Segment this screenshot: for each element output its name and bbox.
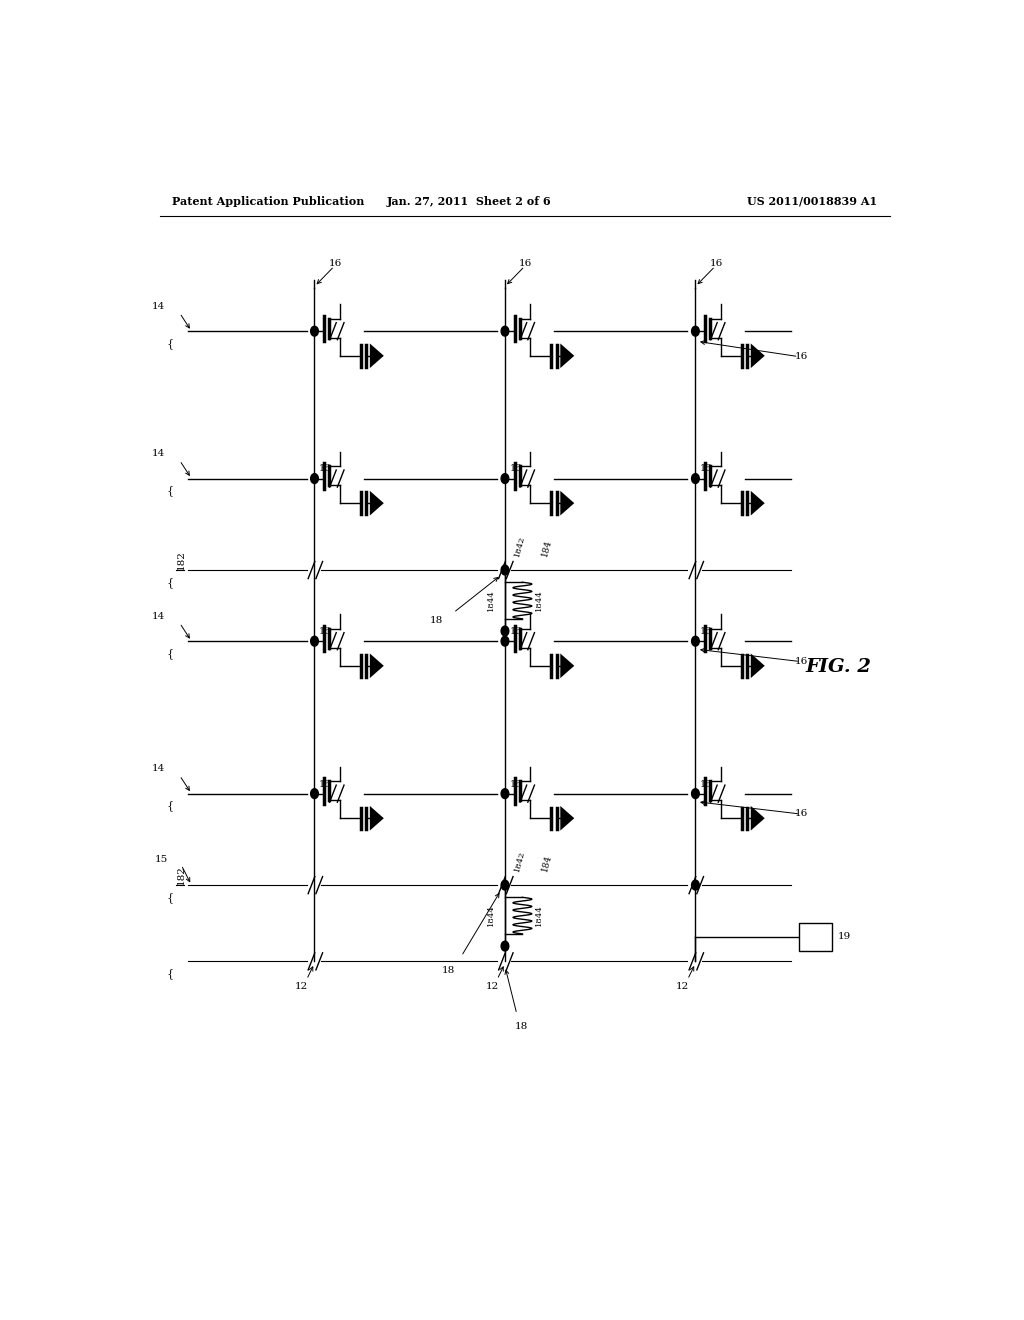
Text: 14: 14 <box>152 612 165 620</box>
Text: 16: 16 <box>319 780 332 788</box>
Text: 16: 16 <box>710 259 723 268</box>
Polygon shape <box>560 491 574 516</box>
Text: 184: 184 <box>541 539 554 558</box>
Text: 182: 182 <box>177 865 185 886</box>
Text: 18: 18 <box>430 616 442 624</box>
Circle shape <box>691 474 699 483</box>
Circle shape <box>501 789 509 799</box>
Text: 1844: 1844 <box>487 590 496 611</box>
Circle shape <box>310 636 318 645</box>
Circle shape <box>691 880 699 890</box>
Text: {: { <box>166 968 173 979</box>
Circle shape <box>501 326 509 337</box>
Polygon shape <box>751 343 765 368</box>
Text: 16: 16 <box>510 465 522 474</box>
Text: 18: 18 <box>441 966 455 975</box>
Polygon shape <box>370 343 384 368</box>
Text: 184: 184 <box>541 854 554 873</box>
Text: 182: 182 <box>177 550 185 570</box>
Polygon shape <box>370 491 384 516</box>
Text: 12: 12 <box>485 982 499 991</box>
Circle shape <box>310 789 318 799</box>
Text: 16: 16 <box>319 465 332 474</box>
Circle shape <box>501 636 509 645</box>
Text: 1844: 1844 <box>536 590 543 611</box>
Bar <box>799 923 831 952</box>
Circle shape <box>501 880 509 890</box>
Text: 12: 12 <box>295 982 308 991</box>
Text: 15: 15 <box>155 855 168 865</box>
Text: 1842: 1842 <box>513 850 526 873</box>
Text: FIG. 2: FIG. 2 <box>805 657 871 676</box>
Circle shape <box>691 326 699 337</box>
Polygon shape <box>751 491 765 516</box>
Circle shape <box>310 474 318 483</box>
Circle shape <box>501 565 509 576</box>
Circle shape <box>691 789 699 799</box>
Text: 12: 12 <box>676 982 689 991</box>
Text: 16: 16 <box>319 627 332 636</box>
Polygon shape <box>751 653 765 678</box>
Polygon shape <box>560 807 574 830</box>
Text: {: { <box>166 892 173 903</box>
Text: {: { <box>166 338 173 348</box>
Polygon shape <box>370 653 384 678</box>
Text: US 2011/0018839 A1: US 2011/0018839 A1 <box>748 195 878 207</box>
Circle shape <box>501 474 509 483</box>
Text: Jan. 27, 2011  Sheet 2 of 6: Jan. 27, 2011 Sheet 2 of 6 <box>387 195 552 207</box>
Text: 16: 16 <box>700 780 713 788</box>
Text: 1842: 1842 <box>513 535 526 558</box>
Text: 14: 14 <box>152 764 165 774</box>
Text: 18: 18 <box>514 1022 527 1031</box>
Text: {: { <box>166 486 173 496</box>
Text: 16: 16 <box>700 465 713 474</box>
Circle shape <box>501 941 509 950</box>
Text: 1844: 1844 <box>536 904 543 927</box>
Text: 16: 16 <box>795 352 808 362</box>
Text: {: { <box>166 800 173 812</box>
Circle shape <box>691 636 699 645</box>
Text: 16: 16 <box>329 259 342 268</box>
Polygon shape <box>560 653 574 678</box>
Text: 14: 14 <box>152 302 165 312</box>
Text: 14: 14 <box>152 449 165 458</box>
Polygon shape <box>751 807 765 830</box>
Text: Patent Application Publication: Patent Application Publication <box>172 195 364 207</box>
Text: 16: 16 <box>519 259 532 268</box>
Text: 16: 16 <box>510 780 522 788</box>
Text: 16: 16 <box>700 627 713 636</box>
Text: {: { <box>166 577 173 587</box>
Text: 1844: 1844 <box>487 904 496 927</box>
Polygon shape <box>560 343 574 368</box>
Text: 16: 16 <box>795 809 808 818</box>
Text: 19: 19 <box>839 932 852 941</box>
Text: 16: 16 <box>510 627 522 636</box>
Circle shape <box>501 626 509 636</box>
Text: 16: 16 <box>795 657 808 667</box>
Polygon shape <box>370 807 384 830</box>
Circle shape <box>310 326 318 337</box>
Text: {: { <box>166 648 173 659</box>
